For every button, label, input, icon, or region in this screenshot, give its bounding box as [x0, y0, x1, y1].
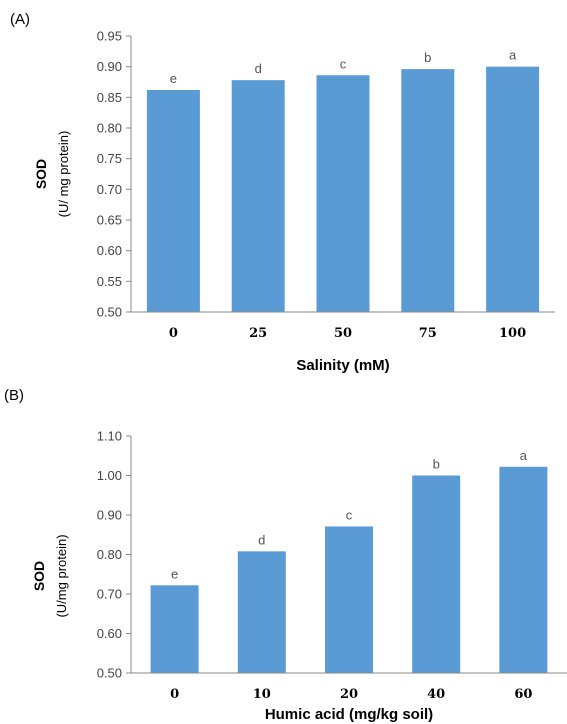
panel-a-y-tick-label: 0.60	[97, 243, 122, 258]
panel-b-x-tick-label: 20	[340, 687, 358, 702]
panel-b-bar-letter: e	[171, 566, 178, 581]
panel-b-x-tick-label: 40	[427, 687, 445, 702]
panel-a-plot: 0.50 0.55 0.60 0.65 0.70 0.75 0.80 0.85 0.90 0.95…	[97, 29, 555, 341]
panel-b-y-tick-label: 0.90	[97, 508, 122, 523]
panel-b-bar	[499, 466, 548, 673]
panel-a-x-tick-label: 0	[169, 326, 178, 341]
panel-a-bar	[401, 69, 455, 313]
panel-a-bar	[316, 75, 370, 313]
panel-a-y-tick-label: 0.65	[97, 213, 122, 228]
panel-a-ylabel-unit: (U/ mg protein)	[56, 131, 71, 218]
panel-a-bar-letter: a	[509, 48, 517, 63]
panel-b-xlabel: Humic acid (mg/kg soil)	[265, 706, 433, 723]
panel-b-bar-letter: d	[258, 532, 265, 547]
panel-b-ylabel: SOD	[31, 561, 47, 591]
panel-a-y-tick-label: 0.95	[97, 29, 122, 44]
panel-b-y-tick-label: 0.60	[97, 626, 122, 641]
panel-a-y-tick-label: 0.50	[97, 305, 122, 320]
panel-a-bar	[146, 89, 200, 313]
panel-a-y-tick-label: 0.90	[97, 59, 122, 74]
panel-b-plot: 0.50 0.60 0.70 0.80 0.90 1.00 1.10 e 0 d 10 c 20 b 40 a…	[97, 429, 567, 702]
panel-a-bar	[486, 66, 540, 313]
panel-a-xlabel: Salinity (mM)	[296, 357, 389, 374]
panel-a-bar-letter: b	[424, 50, 431, 65]
panel-a-y-tick-label: 0.70	[97, 182, 122, 197]
panel-b-ylabel-unit: (U/mg protein)	[54, 534, 69, 617]
panel-b-y-tick-label: 0.50	[97, 666, 122, 681]
panel-b-x-tick-label: 60	[514, 687, 532, 702]
panel-b-y-tick-label: 1.00	[97, 468, 122, 483]
panel-b-y-tick-label: 0.70	[97, 587, 122, 602]
panel-b-x-tick-label: 0	[170, 687, 179, 702]
panel-a-bar-letter: e	[170, 71, 177, 86]
panel-b: (B) SOD (U/mg protein) 0.500.600.700.800…	[4, 387, 567, 723]
panel-a-y-tick-label: 0.75	[97, 151, 122, 166]
panel-a-bar	[231, 80, 285, 312]
panel-a-y-tick-label: 0.80	[97, 121, 122, 136]
panel-a-ylabel: SOD	[33, 159, 49, 189]
panel-a-y-tick-label: 0.85	[97, 90, 122, 105]
panel-b-bar	[150, 585, 199, 673]
panel-b-bar	[412, 475, 461, 673]
panel-b-x-tick-label: 10	[253, 687, 271, 702]
panel-a-label: (A)	[10, 11, 30, 28]
panel-a-x-tick-label: 50	[334, 326, 352, 341]
panel-b-bar	[325, 526, 373, 673]
panel-b-y-tick-label: 1.10	[97, 429, 122, 444]
panel-b-bar-letter: b	[433, 457, 440, 472]
panel-b-bar	[237, 551, 286, 673]
panel-b-bar-letter: a	[520, 448, 528, 463]
panel-a: (A) SOD (U/ mg protein) 0.50 0.55 0.60 0.65…	[10, 11, 555, 374]
panel-b-bar-letter: c	[346, 507, 353, 522]
panel-b-label: (B)	[4, 387, 24, 404]
panel-a-x-tick-label: 100	[499, 326, 526, 341]
panel-a-bar-letter: d	[255, 61, 262, 76]
panel-a-x-tick-label: 75	[419, 326, 437, 341]
panel-a-x-tick-label: 25	[249, 326, 267, 341]
panel-b-y-tick-label: 0.80	[97, 547, 122, 562]
panel-a-y-tick-label: 0.55	[97, 274, 122, 289]
panel-a-bar-letter: c	[340, 56, 347, 71]
